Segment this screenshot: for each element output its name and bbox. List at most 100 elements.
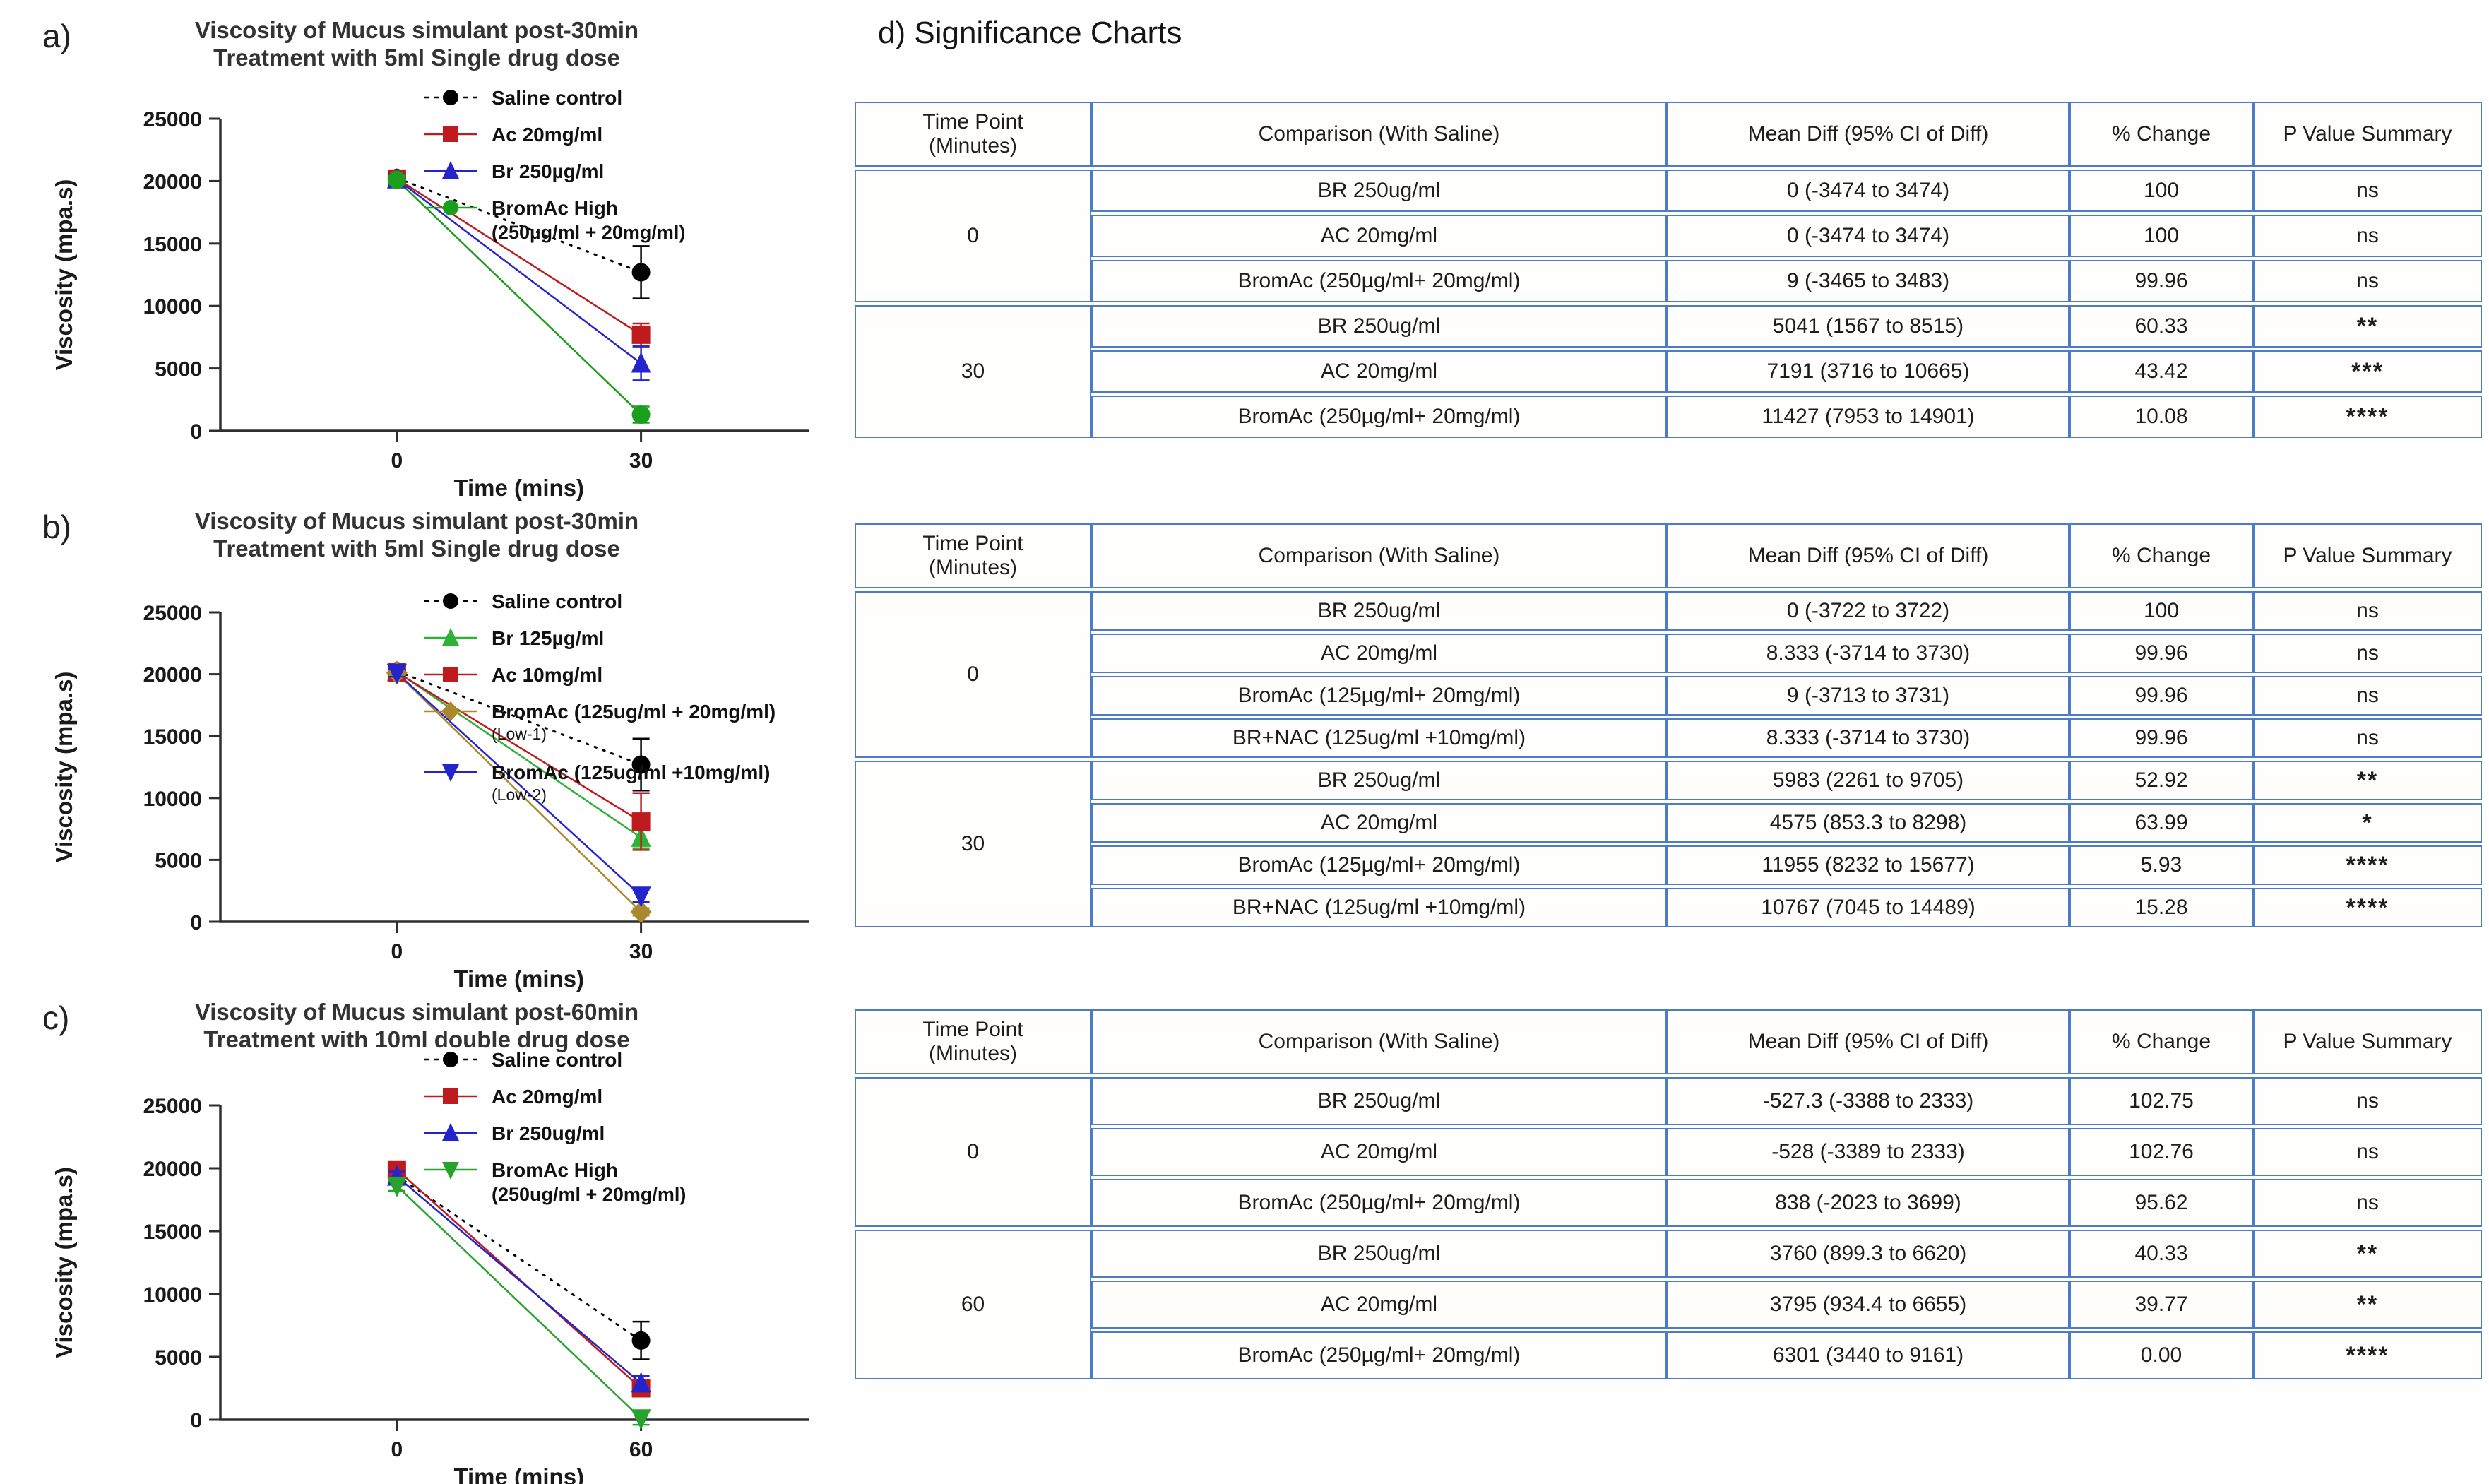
p-value-cell: ns <box>2253 215 2482 257</box>
legend-label: Ac 20mg/ml <box>492 124 602 146</box>
square-marker <box>443 1088 458 1104</box>
table-row: BR+NAC (125ug/ml +10mg/ml) 8.333 (-3714 t… <box>855 718 2482 758</box>
y-axis-label: Viscosity (mpa.s) <box>51 179 77 371</box>
mean-diff-cell: 11427 (7953 to 14901) <box>1667 396 2069 438</box>
legend-sublabel: (Low-2) <box>492 785 547 804</box>
significance-table: Time Point (Minutes) Comparison (With Sali… <box>855 1007 2482 1382</box>
table-row: 60 BR 250ug/ml 3760 (899.3 to 6620) 40.33 ** <box>855 1230 2482 1379</box>
comparison-cell: BR 250ug/ml <box>1091 305 1667 348</box>
circle-marker <box>631 1331 651 1350</box>
table-row: 0 BR 250ug/ml -527.3 (-3388 to 2333) 102.75… <box>855 1077 2482 1227</box>
p-value-cell: **** <box>2253 888 2482 927</box>
comparison-cell: AC 20mg/ml <box>1091 350 1667 393</box>
column-header: Time Point (Minutes) <box>855 523 1091 588</box>
comparison-cell: AC 20mg/ml <box>1091 215 1667 257</box>
legend-label: Saline control <box>492 590 622 612</box>
pct-change-cell: 5.93 <box>2069 845 2253 885</box>
comparison-cell: BromAc (250µg/ml+ 20mg/ml) <box>1091 396 1667 438</box>
p-value-cell: **** <box>2253 1331 2482 1379</box>
p-value-cell: ns <box>2253 591 2482 631</box>
series-line <box>396 670 642 839</box>
triangle-up-marker <box>631 352 651 373</box>
circle-marker <box>443 200 458 215</box>
column-header: P Value Summary <box>2253 523 2482 588</box>
svg-text:0: 0 <box>190 1409 202 1432</box>
legend-label: Br 250µg/ml <box>492 160 604 182</box>
pct-change-cell: 52.92 <box>2069 761 2253 800</box>
comparison-cell: AC 20mg/ml <box>1091 803 1667 843</box>
mean-diff-cell: 3795 (934.4 to 6655) <box>1667 1281 2069 1329</box>
pct-change-cell: 100 <box>2069 215 2253 257</box>
circle-marker <box>443 90 458 105</box>
svg-text:20000: 20000 <box>143 1158 202 1181</box>
legend-item: BromAc High (250µg/ml + 20mg/ml) <box>424 197 685 243</box>
comparison-cell: AC 20mg/ml <box>1091 1281 1667 1329</box>
table-row: BromAc (250µg/ml+ 20mg/ml) 9 (-3465 to 34… <box>855 260 2482 302</box>
pct-change-cell: 100 <box>2069 591 2253 631</box>
column-header: Mean Diff (95% CI of Diff) <box>1667 102 2069 167</box>
viscosity-line-chart-c: 0 5000 10000 15000 20000 25000 0 60 Viscosity (m… <box>51 1049 809 1484</box>
p-value-cell: **** <box>2253 845 2482 885</box>
series-group <box>386 660 652 923</box>
svg-text:60: 60 <box>629 1438 653 1461</box>
mean-diff-cell: 0 (-3722 to 3722) <box>1667 591 2069 631</box>
table-row: BromAc (125µg/ml+ 20mg/ml) 11955 (8232 to… <box>855 845 2482 885</box>
mean-diff-cell: 9 (-3465 to 3483) <box>1667 260 2069 302</box>
column-header: Time Point (Minutes) <box>855 102 1091 167</box>
comparison-cell: AC 20mg/ml <box>1091 634 1667 673</box>
chart-title-a: Viscosity of Mucus simulant post-30min T… <box>148 17 685 72</box>
svg-text:0: 0 <box>391 1438 403 1461</box>
pct-change-cell: 10.08 <box>2069 396 2253 438</box>
p-value-cell: ns <box>2253 634 2482 673</box>
chart-title-line1: Viscosity of Mucus simulant post-60min <box>194 999 639 1025</box>
svg-text:20000: 20000 <box>143 664 202 687</box>
table-row: BromAc (250µg/ml+ 20mg/ml) 838 (-2023 to … <box>855 1179 2482 1227</box>
time-point-cell: 30 <box>855 761 1091 927</box>
column-header: P Value Summary <box>2253 1009 2482 1074</box>
svg-text:10000: 10000 <box>143 295 202 319</box>
square-marker <box>631 325 651 344</box>
triangle-down-marker <box>631 886 651 908</box>
legend-item: Ac 10mg/ml <box>424 664 602 686</box>
legend-item: Saline control <box>424 590 622 612</box>
pct-change-cell: 100 <box>2069 170 2253 212</box>
significance-table: Time Point (Minutes) Comparison (With Sali… <box>855 99 2482 441</box>
y-axis-label: Viscosity (mpa.s) <box>51 672 77 863</box>
p-value-cell: ns <box>2253 1128 2482 1176</box>
pct-change-cell: 99.96 <box>2069 676 2253 716</box>
significance-heading: d) Significance Charts <box>878 16 1182 50</box>
legend-item: Br 125µg/ml <box>424 627 604 649</box>
pct-change-cell: 99.96 <box>2069 260 2253 302</box>
legend-sublabel: (250µg/ml + 20mg/ml) <box>492 222 685 243</box>
pct-change-cell: 95.62 <box>2069 1179 2253 1227</box>
series-line <box>396 1185 642 1420</box>
mean-diff-cell: 11955 (8232 to 15677) <box>1667 845 2069 885</box>
mean-diff-cell: 0 (-3474 to 3474) <box>1667 170 2069 212</box>
mean-diff-cell: 9 (-3713 to 3731) <box>1667 676 2069 716</box>
table-row: 30 BR 250ug/ml 5041 (1567 to 8515) 60.33 ** <box>855 305 2482 438</box>
diamond-marker <box>630 900 652 923</box>
significance-table: Time Point (Minutes) Comparison (With Sali… <box>855 521 2482 930</box>
series-line <box>396 671 642 823</box>
triangle-down-marker <box>386 663 407 684</box>
legend-item: Br 250ug/ml <box>424 1122 605 1144</box>
viscosity-chart-panel-a: a) Viscosity of Mucus simulant post-30mi… <box>28 7 833 501</box>
mean-diff-cell: 4575 (853.3 to 8298) <box>1667 803 2069 843</box>
legend-label: Saline control <box>492 87 622 109</box>
legend-label: Ac 10mg/ml <box>492 664 602 686</box>
circle-marker <box>631 263 651 282</box>
p-value-cell: ns <box>2253 676 2482 716</box>
column-header: Time Point (Minutes) <box>855 1009 1091 1074</box>
svg-text:15000: 15000 <box>143 725 202 749</box>
svg-text:25000: 25000 <box>143 1095 202 1118</box>
circle-marker <box>443 593 458 609</box>
p-value-cell: ** <box>2253 1281 2482 1329</box>
legend-label: Saline control <box>492 1049 622 1071</box>
axes: 0 5000 10000 15000 20000 25000 0 30 Viscosity (m… <box>51 108 809 501</box>
comparison-cell: BR 250ug/ml <box>1091 1230 1667 1278</box>
series-line <box>396 1175 642 1384</box>
circle-marker <box>387 170 406 189</box>
series-group <box>386 167 651 425</box>
diamond-marker <box>441 701 460 721</box>
